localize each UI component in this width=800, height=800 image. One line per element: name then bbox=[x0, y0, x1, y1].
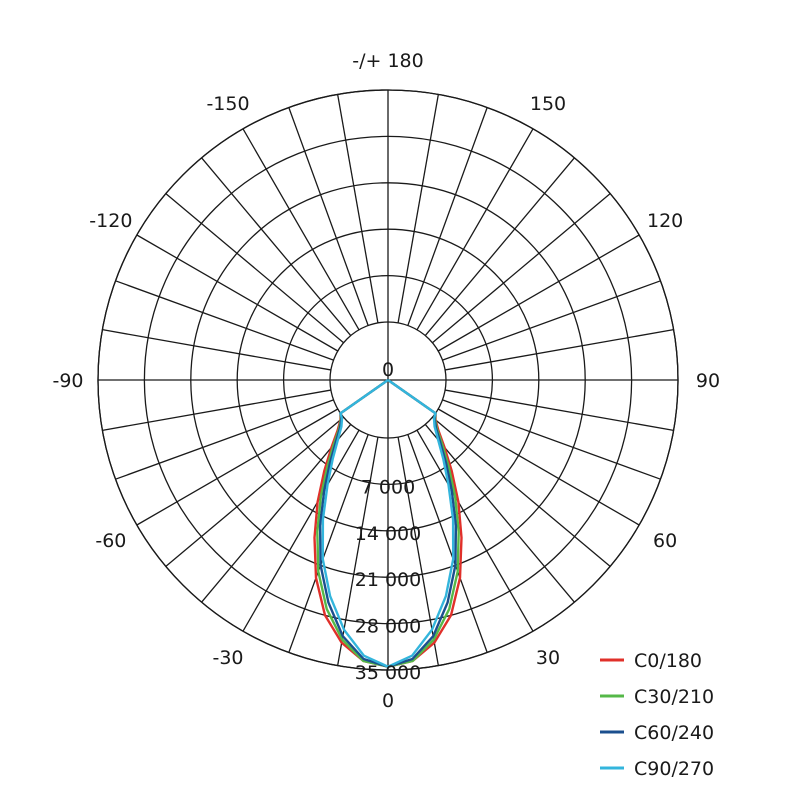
grid-spoke-30 bbox=[416, 429, 534, 632]
grid-spoke-280 bbox=[102, 389, 331, 431]
angle-label: 30 bbox=[536, 647, 560, 669]
legend: C0/180 C30/210 C60/240 C90/270 bbox=[600, 650, 714, 780]
grid-spoke-190 bbox=[337, 94, 379, 323]
grid-spoke-310 bbox=[165, 416, 344, 567]
grid-spoke-40 bbox=[424, 424, 575, 603]
grid-spoke-220 bbox=[201, 157, 352, 336]
legend-label: C90/270 bbox=[634, 758, 714, 780]
angle-label: -90 bbox=[52, 370, 83, 392]
grid-spoke-70 bbox=[442, 399, 661, 480]
series-curves bbox=[313, 379, 463, 668]
angle-label: -150 bbox=[206, 93, 249, 115]
grid-spoke-340 bbox=[288, 434, 369, 653]
angle-label: 90 bbox=[696, 370, 720, 392]
angle-labels: -/+ 180 150 -150 120 -120 90 -90 60 -60 30 -30 0 bbox=[52, 50, 720, 712]
grid-spoke-170 bbox=[397, 94, 439, 323]
radial-tick-label: 21 000 bbox=[355, 569, 421, 591]
grid-spoke-120 bbox=[437, 234, 640, 352]
grid-spoke-110 bbox=[442, 280, 661, 361]
radial-tick-label: 35 000 bbox=[355, 662, 421, 684]
series-curve-c90-270 bbox=[321, 379, 455, 668]
legend-label: C30/210 bbox=[634, 686, 714, 708]
grid-spoke-330 bbox=[242, 429, 360, 632]
radial-tick-labels: 0 7 000 14 000 21 000 28 000 35 000 bbox=[355, 359, 421, 684]
grid-spoke-200 bbox=[288, 107, 369, 326]
grid-spoke-60 bbox=[437, 408, 640, 526]
grid-spoke-140 bbox=[424, 157, 575, 336]
grid-spoke-290 bbox=[115, 399, 334, 480]
radial-tick-label: 14 000 bbox=[355, 523, 421, 545]
legend-label: C0/180 bbox=[634, 650, 702, 672]
radial-tick-label: 7 000 bbox=[361, 476, 415, 498]
angle-label: -30 bbox=[212, 647, 243, 669]
grid-spoke-210 bbox=[242, 128, 360, 331]
grid-spoke-300 bbox=[136, 408, 339, 526]
grid-spoke-230 bbox=[165, 193, 344, 344]
legend-label: C60/240 bbox=[634, 722, 714, 744]
grid-spoke-20 bbox=[407, 434, 488, 653]
angle-label: -60 bbox=[95, 530, 126, 552]
grid-spoke-50 bbox=[432, 416, 611, 567]
grid-spoke-150 bbox=[416, 128, 534, 331]
angle-label: 0 bbox=[382, 690, 394, 712]
angle-label: -120 bbox=[89, 210, 132, 232]
grid-spoke-100 bbox=[445, 329, 674, 371]
angle-label: 60 bbox=[653, 530, 677, 552]
grid-spoke-80 bbox=[445, 389, 674, 431]
radial-tick-label: 0 bbox=[382, 359, 394, 381]
grid-spoke-240 bbox=[136, 234, 339, 352]
grid-spoke-260 bbox=[102, 329, 331, 371]
grid-spoke-130 bbox=[432, 193, 611, 344]
angle-label: 120 bbox=[647, 210, 683, 232]
grid-spoke-160 bbox=[407, 107, 488, 326]
grid-spoke-250 bbox=[115, 280, 334, 361]
angle-label: -/+ 180 bbox=[352, 50, 423, 72]
radial-tick-label: 28 000 bbox=[355, 616, 421, 638]
angle-label: 150 bbox=[530, 93, 566, 115]
grid-spoke-320 bbox=[201, 424, 352, 603]
